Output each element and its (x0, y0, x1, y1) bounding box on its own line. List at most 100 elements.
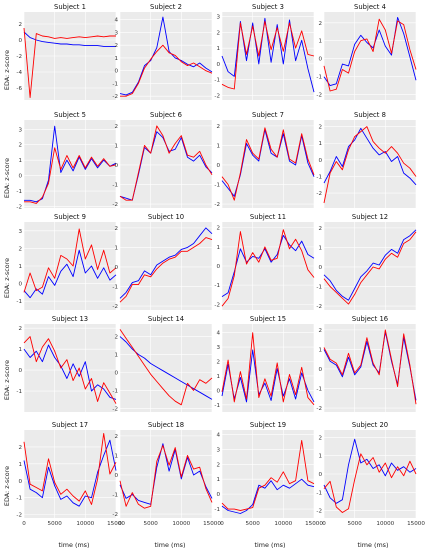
blue-series-line (23, 31, 116, 47)
y-tick-label: -1 (112, 81, 118, 87)
y-tick-label: 2 (216, 360, 220, 366)
y-tick-label: 0 (216, 163, 220, 169)
red-series-line (323, 18, 417, 92)
x-tick-label: 0 (22, 521, 26, 527)
y-tick-label: -2 (214, 202, 220, 208)
y-tick-label: 2 (318, 226, 322, 232)
y-tick-label: 2 (18, 445, 22, 451)
y-tick-label: 1 (18, 158, 22, 164)
y-tick-label: -6 (16, 86, 22, 92)
y-tick-label: 1 (318, 347, 322, 353)
y-tick-label: -2 (112, 304, 118, 310)
y-tick-label: -1 (16, 389, 22, 395)
y-tick-label: -1 (16, 189, 22, 195)
y-tick-label: -1 (214, 78, 220, 84)
panel: 2 1 0 -1 -2 Subject 17 0 5000 10000 15000 (16, 421, 125, 527)
red-series-line (119, 329, 213, 406)
panel-title: Subject 7 (252, 111, 284, 119)
panel-background (120, 12, 212, 100)
panel-title: Subject 15 (250, 315, 286, 323)
x-axis-title: time (ms) (58, 541, 89, 549)
y-tick-label: 0 (18, 38, 22, 44)
y-tick-label: 1 (114, 353, 118, 359)
x-tick-label: 15000 (305, 521, 323, 527)
red-series-line (221, 332, 315, 406)
y-tick-label: 0 (318, 57, 322, 63)
panel-title: Subject 18 (148, 421, 184, 429)
panel-background (222, 120, 314, 208)
y-tick-label: -2 (16, 54, 22, 60)
panel-background (24, 120, 116, 208)
y-tick-label: 0 (18, 174, 22, 180)
y-tick-label: 0 (114, 473, 118, 479)
panel-title: Subject 16 (352, 315, 388, 323)
y-tick-label: -1 (112, 493, 118, 499)
y-tick-label: 1 (216, 374, 220, 380)
panel: 2 1 0 -1 -2 Subject 12 (316, 213, 417, 310)
y-tick-label: 0 (318, 265, 322, 271)
panel-title: Subject 3 (252, 3, 284, 11)
y-tick-label: 2 (114, 434, 118, 440)
panel-background (324, 12, 416, 100)
panel: 4 3 2 1 0 -1 Subject 15 (214, 315, 315, 412)
y-tick-label: -2 (16, 204, 22, 210)
y-tick-label: 1 (114, 56, 118, 62)
panel-background (24, 324, 116, 412)
y-tick-label: 0 (318, 158, 322, 164)
x-tick-label: 10000 (76, 521, 94, 527)
red-series-line (24, 147, 117, 204)
red-series-line (221, 439, 315, 511)
x-tick-label: 15000 (407, 521, 425, 527)
y-tick-label: -2 (112, 406, 118, 412)
x-tick-label: 0 (220, 521, 224, 527)
y-tick-label: -2 (316, 191, 322, 197)
panel-title: Subject 9 (54, 213, 86, 221)
y-tick-label: 0 (216, 492, 220, 498)
blue-series-line (221, 17, 315, 93)
x-tick-label: 5000 (48, 521, 63, 527)
panel-title: Subject 12 (352, 213, 388, 221)
red-series-line (120, 44, 213, 97)
panel: 4 3 2 1 0 -1 -2 Subject 2 (112, 3, 213, 100)
panel: 2 1 0 -1 Subject 13 (16, 315, 117, 412)
y-axis-title: EDA: z-score (3, 50, 11, 90)
y-tick-label: -1 (16, 496, 22, 502)
y-tick-label: -1 (112, 183, 118, 189)
y-tick-label: -1 (316, 285, 322, 291)
red-series-line (119, 237, 213, 303)
y-tick-label: -2 (316, 93, 322, 99)
panel: 3 2 1 0 -1 -2 Subject 5 (16, 111, 117, 210)
y-tick-label: -2 (16, 513, 22, 519)
y-tick-label: 1 (114, 143, 118, 149)
x-axis-title: time (ms) (154, 541, 185, 549)
y-tick-label: 1 (216, 143, 220, 149)
y-tick-label: 2 (18, 143, 22, 149)
x-tick-label: 10000 (172, 521, 190, 527)
y-tick-label: -2 (112, 202, 118, 208)
y-tick-label: 2 (18, 246, 22, 252)
y-tick-label: 0 (18, 282, 22, 288)
y-tick-label: -1 (16, 299, 22, 305)
x-axis-title: time (ms) (254, 541, 285, 549)
x-tick-label: 10000 (274, 521, 292, 527)
y-tick-label: 2 (216, 30, 220, 36)
panel-title: Subject 10 (148, 213, 184, 221)
y-tick-label: 0 (114, 163, 118, 169)
blue-series-line (221, 478, 315, 514)
red-series-line (221, 20, 315, 90)
y-axis-title: EDA: z-score (3, 258, 11, 298)
red-series-line (23, 336, 117, 404)
panel-background (120, 222, 212, 310)
panel-title: Subject 4 (354, 3, 386, 11)
y-tick-label: 0 (216, 62, 220, 68)
y-tick-label: 2 (216, 462, 220, 468)
panel-title: Subject 20 (352, 421, 388, 429)
y-tick-label: 2 (318, 125, 322, 131)
red-series-line (323, 453, 417, 513)
y-tick-label: 1 (18, 264, 22, 270)
y-tick-label: 1 (318, 245, 322, 251)
red-series-line (119, 445, 213, 509)
panel-background (324, 222, 416, 310)
